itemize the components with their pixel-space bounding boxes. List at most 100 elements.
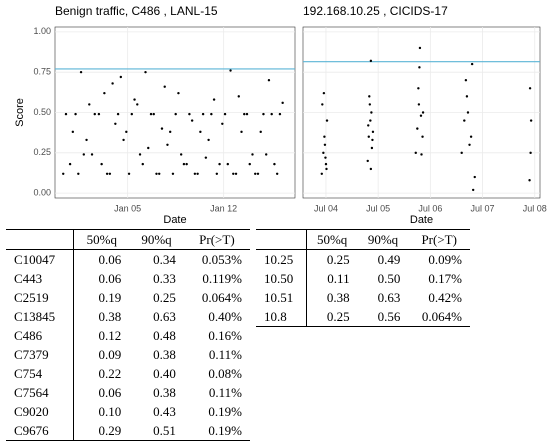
point — [199, 130, 202, 134]
point — [177, 91, 180, 95]
cell: 10.25 — [256, 249, 307, 269]
point — [369, 167, 373, 171]
point — [529, 151, 532, 155]
cell: C10047 — [6, 249, 75, 269]
cell: 0.09 — [98, 347, 122, 362]
row: C2519 0.19 0.25 0.064% — [6, 288, 250, 307]
point — [141, 162, 144, 166]
cell: 0.11% — [208, 385, 242, 400]
point — [369, 119, 372, 122]
point — [323, 143, 327, 146]
row: 10.25 0.25 0.49 0.09% — [256, 249, 470, 269]
x-axis-title: Date — [410, 214, 433, 226]
cell: 0.16% — [208, 328, 242, 343]
cell: 10.8 — [256, 307, 307, 327]
point — [152, 112, 155, 116]
cell: 0.25 — [153, 290, 176, 305]
x-tick-label: Jul 07 — [471, 203, 495, 213]
point — [74, 112, 77, 116]
point — [136, 103, 139, 106]
point — [270, 112, 273, 116]
cell: 0.19 — [98, 290, 122, 305]
cell: 0.25 — [326, 252, 350, 267]
page: {"chart_data": [ {"type": "scatter", "ti… — [6, 4, 547, 441]
header-cell: 90%q — [129, 229, 184, 250]
point — [221, 122, 224, 125]
point — [418, 46, 422, 50]
cell: 0.119% — [202, 271, 242, 286]
point — [528, 87, 532, 90]
point — [234, 172, 238, 176]
point — [160, 127, 164, 130]
cell: 0.63 — [377, 290, 401, 305]
point — [529, 119, 533, 122]
point — [77, 172, 80, 176]
row: C486 0.12 0.48 0.16% — [6, 326, 250, 345]
cell: 0.33 — [153, 271, 176, 286]
point — [190, 119, 194, 122]
point — [420, 153, 423, 156]
point — [232, 172, 235, 176]
point — [323, 135, 326, 138]
point — [127, 172, 131, 176]
point — [147, 146, 150, 150]
x-tick-label: Jul 04 — [314, 203, 338, 213]
y-axis-title: Score — [14, 98, 26, 127]
x-tick-label: Jul 05 — [366, 203, 390, 213]
point — [368, 95, 371, 98]
point — [371, 138, 374, 142]
point — [218, 162, 221, 166]
row: C7564 0.06 0.38 0.11% — [6, 383, 250, 402]
header-cell: 50%q — [73, 229, 130, 250]
point — [166, 143, 169, 146]
row: C9020 0.10 0.43 0.19% — [6, 402, 250, 421]
cell: 0.06 — [98, 252, 122, 267]
point — [417, 87, 420, 90]
point — [68, 162, 72, 166]
point — [322, 91, 326, 95]
y-tick-label: 0.50 — [33, 107, 51, 117]
point — [321, 103, 324, 106]
point — [463, 119, 466, 122]
point — [133, 98, 136, 101]
charts: 0.00 0.25 0.50 0.75 1.00 Jan 05 Jan 12 Benign t… — [14, 4, 547, 226]
point — [108, 172, 112, 176]
cell: 0.064% — [201, 290, 242, 305]
point — [182, 162, 186, 166]
header-cell: Pr(>T) — [183, 229, 250, 250]
point — [243, 112, 246, 116]
row: C443 0.06 0.33 0.119% — [6, 269, 250, 288]
point — [416, 127, 419, 130]
cell: 0.11% — [208, 347, 242, 362]
cell: 0.56 — [377, 309, 401, 324]
point — [201, 112, 205, 116]
point — [62, 172, 65, 176]
point — [85, 138, 88, 142]
header-cell — [256, 229, 307, 250]
point — [240, 130, 243, 134]
point — [275, 172, 279, 176]
point — [245, 112, 249, 116]
point — [122, 138, 125, 142]
point — [370, 111, 373, 114]
point — [473, 175, 476, 179]
cell: 0.43 — [153, 404, 176, 419]
row: C10047 0.06 0.34 0.053% — [6, 249, 250, 269]
point — [193, 172, 197, 176]
cell: 0.42% — [428, 290, 462, 305]
cell: 0.10 — [98, 404, 122, 419]
point — [256, 172, 260, 176]
cell: 0.38 — [153, 385, 176, 400]
point — [281, 101, 284, 105]
cell: 0.50 — [377, 271, 401, 286]
point — [93, 112, 96, 116]
point — [204, 156, 208, 159]
point — [367, 124, 370, 127]
point — [226, 162, 229, 166]
cell: 0.38 — [98, 309, 122, 324]
point — [325, 119, 329, 122]
point — [262, 112, 265, 116]
header-row: 50%q 90%q Pr(>T) — [6, 229, 250, 250]
cell: 0.08% — [208, 366, 242, 381]
point — [419, 114, 423, 117]
